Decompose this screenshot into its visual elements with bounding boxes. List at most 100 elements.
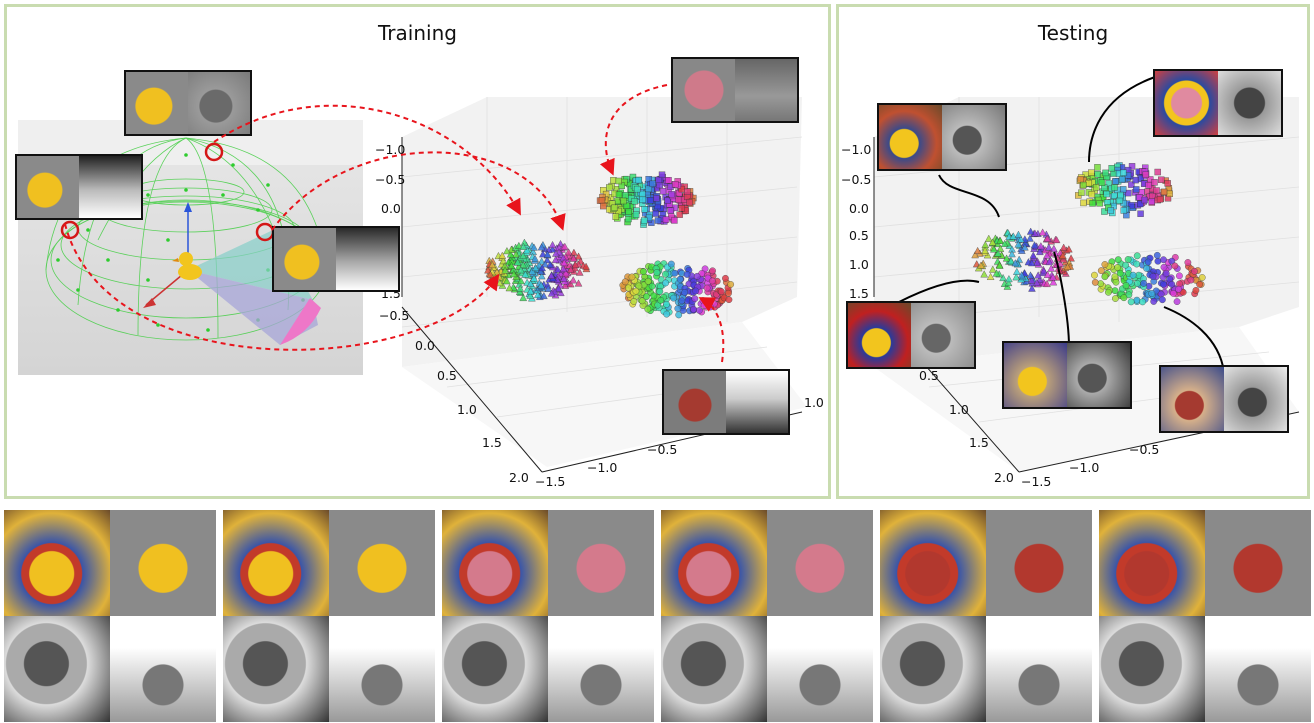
test-z-tick-2: −0.5	[1129, 442, 1159, 457]
monkey-cluster-point	[722, 274, 729, 282]
monkey-cluster-point	[1153, 251, 1161, 259]
cat-cluster-point	[667, 207, 674, 214]
monkey-cluster-point	[701, 265, 709, 273]
real-rgb-image	[661, 510, 767, 616]
monkey-cluster-point	[1171, 262, 1179, 270]
cat-cluster-point	[1108, 165, 1115, 172]
duck-cluster-point	[996, 236, 1005, 244]
cat-cluster-point	[600, 202, 607, 210]
real-rgb-image	[1099, 510, 1205, 616]
cat-cluster-point	[1078, 189, 1085, 196]
monkey-cluster-point	[1091, 278, 1099, 286]
cat-cluster-point	[1154, 168, 1161, 176]
training-arrows	[64, 84, 725, 363]
monkey-cluster-point	[630, 298, 638, 305]
duck-cluster-point	[988, 265, 997, 273]
real-rgb-image	[223, 510, 329, 616]
cat-cluster-point	[1158, 176, 1165, 183]
x-tick-1: 0.0	[415, 338, 435, 353]
duck-cluster-point	[560, 258, 569, 267]
monkey-cluster-point	[667, 260, 675, 268]
real-depth-image	[880, 616, 986, 722]
duck-cluster-point	[1038, 228, 1047, 236]
monkey-cluster-point	[1196, 280, 1204, 288]
duck-cluster-point	[1026, 271, 1035, 279]
cat-cluster-point	[671, 217, 678, 224]
duck-cluster-point	[519, 260, 528, 269]
monkey-cluster-point	[638, 297, 646, 305]
duck-cluster-point	[551, 255, 560, 264]
monkey-cluster-point	[1139, 298, 1146, 306]
cat-cluster-point	[1111, 192, 1118, 199]
synthetic-depth-image	[767, 616, 873, 722]
cat-cluster-point	[1156, 196, 1164, 203]
duck-cluster-point	[519, 251, 527, 259]
cat-cluster-point	[1151, 179, 1158, 186]
duck-cluster-point	[995, 261, 1004, 269]
x-tick-5: 2.0	[509, 470, 529, 485]
train-thumb-monkey	[662, 369, 790, 435]
duck-cluster-point	[513, 258, 522, 266]
cat-cluster-point	[611, 204, 618, 211]
duck-cluster-point	[516, 284, 525, 292]
cat-cluster-point	[1120, 207, 1128, 214]
synthetic-depth-image	[548, 616, 654, 722]
cat-cluster-point	[665, 177, 672, 184]
duck-cluster-point	[973, 246, 982, 254]
duck-cluster-point	[544, 284, 553, 292]
monkey-cluster-point	[1169, 289, 1177, 297]
duck-cluster-point	[1029, 251, 1038, 259]
duck-cluster-point	[1014, 240, 1023, 248]
cat-cluster-point	[1153, 187, 1160, 194]
synthetic-depth-image	[329, 616, 435, 722]
duck-cluster-point	[547, 289, 556, 297]
x-tick-0: −0.5	[379, 308, 409, 323]
monkey-cluster-point	[1129, 271, 1137, 279]
monkey-cluster-point	[1112, 278, 1120, 286]
cat-cluster-point	[1103, 190, 1110, 198]
duck-cluster-point	[548, 240, 557, 249]
cat-cluster-point	[1096, 200, 1103, 207]
monkey-cluster-point	[1127, 298, 1135, 306]
viewpoint-marker-top	[204, 142, 224, 162]
duck-cluster-point	[505, 284, 514, 292]
duck-cluster-point	[1033, 258, 1041, 266]
test-z-tick-0: −1.5	[1021, 474, 1051, 489]
cat-cluster-point	[1119, 186, 1127, 193]
cat-cluster-point	[662, 216, 670, 223]
duck-cluster-point	[530, 243, 538, 251]
monkey-cluster-point	[1160, 256, 1167, 264]
testing-title: Testing	[1037, 21, 1109, 45]
cat-cluster-point	[676, 211, 683, 218]
monkey-cluster-point	[1191, 267, 1198, 275]
real-depth-image	[442, 616, 548, 722]
cat-cluster-point	[641, 217, 648, 224]
cat-cluster-point	[1124, 189, 1132, 197]
cat-cluster-point	[632, 211, 640, 218]
test-y-tick-1: −0.5	[841, 172, 871, 187]
sample-pair-duck	[4, 510, 217, 723]
training-title: Training	[378, 21, 457, 45]
monkey-cluster-point	[1148, 290, 1156, 297]
duck-cluster-point	[498, 251, 507, 259]
monkey-cluster-point	[1160, 263, 1168, 271]
duck-cluster-point	[526, 279, 535, 287]
cat-cluster-point	[652, 210, 659, 217]
sample-pair-duck	[223, 510, 436, 723]
duck-cluster-point	[994, 249, 1002, 257]
cat-cluster-point	[1164, 180, 1171, 187]
duck-cluster-point	[1027, 276, 1036, 284]
duck-cluster-point	[562, 269, 570, 277]
duck-cluster-point	[541, 260, 550, 268]
monkey-cluster-point	[691, 295, 699, 303]
duck-cluster-point	[569, 254, 578, 262]
cat-cluster-point	[1110, 170, 1117, 177]
test-thumb-2	[1153, 69, 1283, 137]
monkey-cluster-point	[644, 277, 652, 285]
test-x-tick-5: 2.0	[994, 470, 1014, 485]
duck-cluster-point	[507, 261, 516, 269]
duck-cluster-point	[566, 280, 575, 288]
duck-cluster-point	[1049, 273, 1057, 281]
duck-cluster-point	[990, 245, 998, 253]
viewpoint-marker-left	[60, 220, 80, 240]
